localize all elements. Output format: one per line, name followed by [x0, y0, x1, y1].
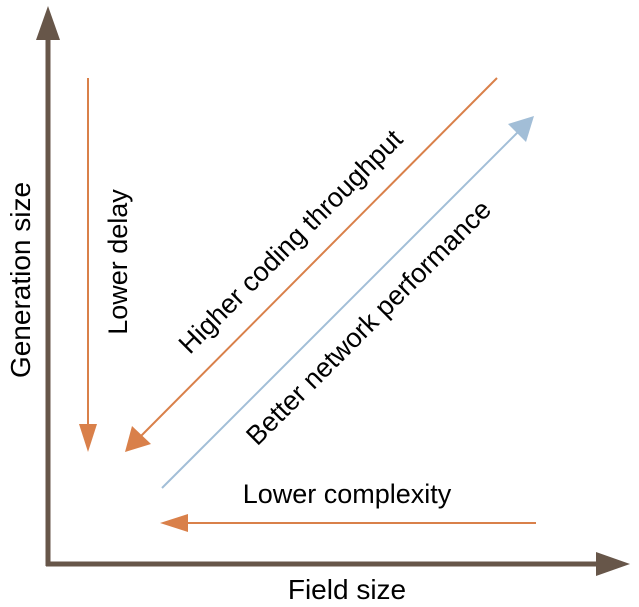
y-axis-arrowhead	[36, 6, 60, 40]
y-axis-label: Generation size	[5, 182, 36, 378]
lower-complexity-label: Lower complexity	[243, 479, 452, 509]
lower-complexity-arrow	[160, 514, 536, 532]
lower-delay-arrow	[79, 78, 97, 452]
x-axis-label: Field size	[288, 574, 406, 605]
x-axis-arrowhead	[596, 552, 630, 576]
higher-coding-throughput-arrow	[125, 77, 498, 452]
better-network-performance-arrow	[161, 116, 534, 489]
lower-delay-label: Lower delay	[103, 189, 133, 335]
axes	[36, 6, 630, 576]
